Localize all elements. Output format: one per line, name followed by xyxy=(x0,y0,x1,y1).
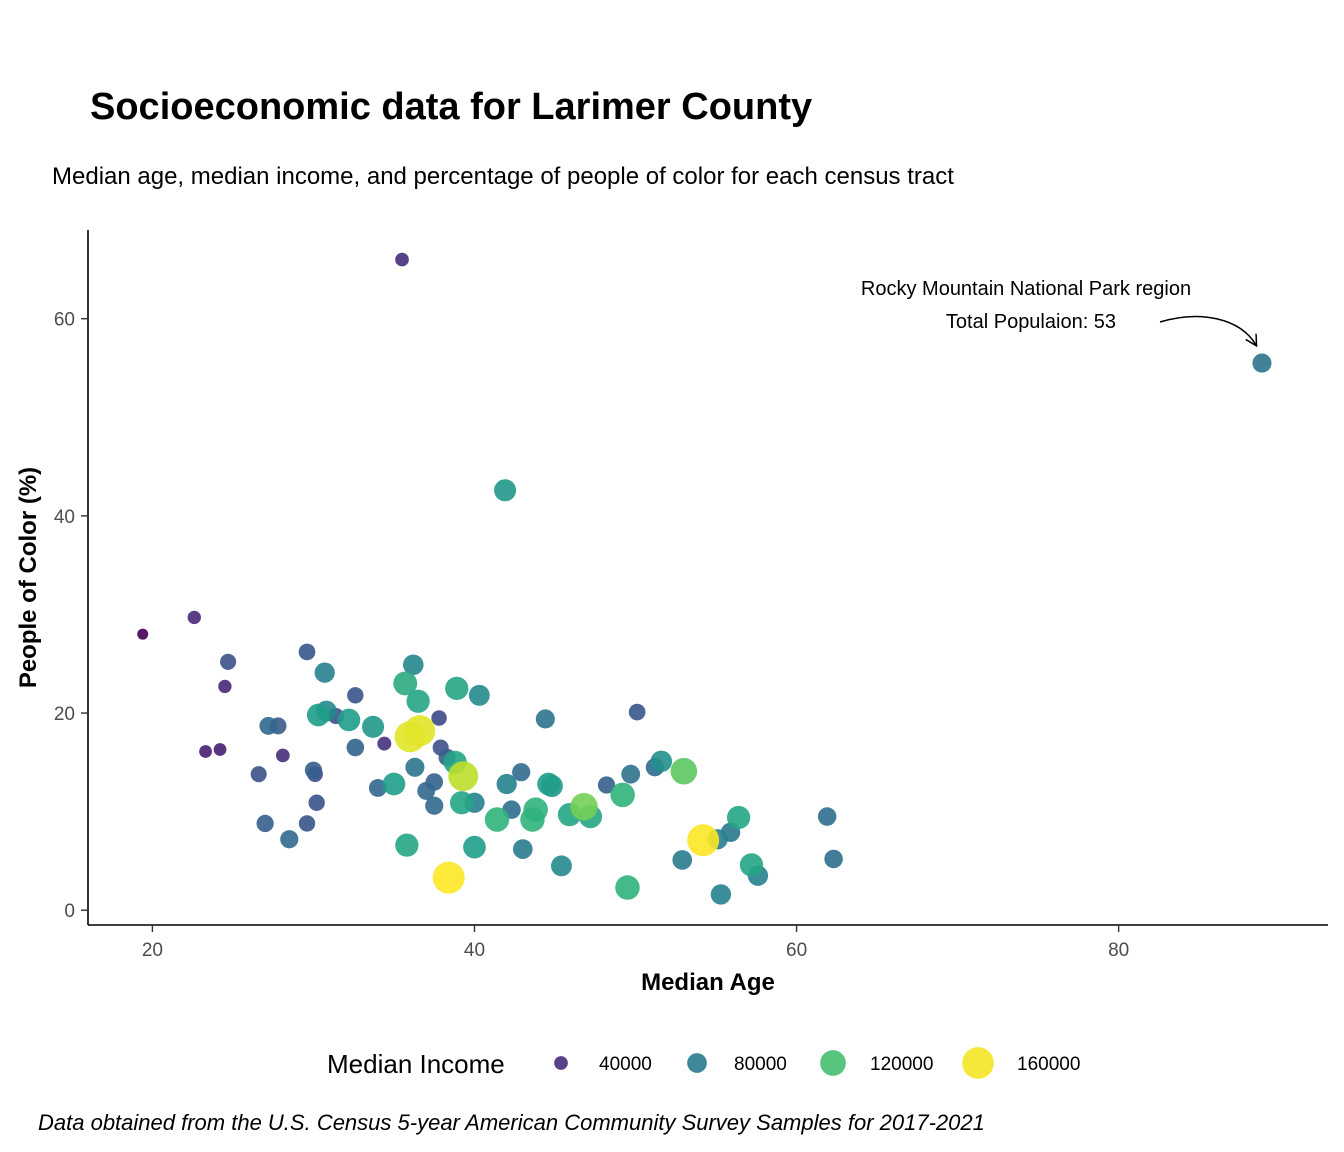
data-point xyxy=(445,676,469,701)
data-point xyxy=(213,743,227,756)
axes: 20 40 60 80 0 20 40 60 Median Age People of Color… xyxy=(15,230,1328,996)
data-point xyxy=(377,736,392,751)
data-point xyxy=(597,776,616,794)
data-point xyxy=(484,807,510,832)
data-point xyxy=(259,716,278,735)
data-point xyxy=(463,835,486,859)
data-point xyxy=(432,861,465,894)
data-point xyxy=(250,766,267,783)
data-point xyxy=(361,715,385,738)
y-axis-title: People of Color (%) xyxy=(15,467,42,688)
y-tick-label: 20 xyxy=(54,704,75,725)
data-point xyxy=(306,703,330,727)
data-point xyxy=(512,839,533,859)
y-tick-label: 60 xyxy=(54,310,75,331)
data-point xyxy=(137,628,149,640)
chart-title: Socioeconomic data for Larimer County xyxy=(90,86,813,128)
data-point xyxy=(337,708,361,732)
data-point xyxy=(395,833,419,857)
data-point xyxy=(523,797,548,822)
annotation: Rocky Mountain National Park region Tota… xyxy=(861,278,1256,345)
data-point xyxy=(406,689,430,713)
data-point xyxy=(346,738,365,757)
data-points xyxy=(137,252,1272,905)
data-point xyxy=(449,791,474,815)
data-point xyxy=(187,610,201,625)
data-point xyxy=(417,781,436,800)
data-point xyxy=(672,850,693,870)
data-point xyxy=(280,830,299,849)
legend-label: 120000 xyxy=(870,1054,933,1075)
data-point xyxy=(395,252,409,267)
legend-key xyxy=(554,1056,568,1070)
data-point xyxy=(393,671,418,696)
data-point xyxy=(218,679,232,694)
data-point xyxy=(570,792,598,821)
data-point xyxy=(368,779,387,797)
legend-key xyxy=(687,1053,707,1073)
data-point xyxy=(817,807,837,826)
data-point xyxy=(610,782,635,808)
data-point xyxy=(425,796,444,815)
annotation-line-1: Rocky Mountain National Park region xyxy=(861,278,1191,300)
data-point xyxy=(824,849,843,869)
legend-title: Median Income xyxy=(327,1049,505,1079)
data-point xyxy=(739,853,764,877)
data-point xyxy=(314,662,335,683)
x-axis-title: Median Age xyxy=(641,969,775,996)
legend-key xyxy=(820,1050,846,1076)
data-point xyxy=(448,761,479,792)
data-point xyxy=(512,763,531,782)
chart-caption: Data obtained from the U.S. Census 5-yea… xyxy=(38,1110,985,1135)
data-point xyxy=(431,710,447,726)
data-point xyxy=(535,709,555,729)
data-point xyxy=(199,745,212,758)
data-point xyxy=(276,748,290,763)
y-tick-label: 40 xyxy=(54,507,75,528)
data-point xyxy=(1252,353,1272,373)
data-point xyxy=(615,875,640,900)
data-point xyxy=(726,805,751,830)
legend-key xyxy=(962,1047,994,1079)
data-point xyxy=(710,884,732,905)
data-point xyxy=(551,855,572,877)
chart-subtitle: Median age, median income, and percentag… xyxy=(52,163,954,190)
legend-label: 160000 xyxy=(1017,1054,1080,1075)
data-point xyxy=(670,757,698,785)
data-point xyxy=(468,684,490,706)
data-point xyxy=(650,750,673,773)
x-tick-label: 40 xyxy=(464,940,485,961)
data-point xyxy=(404,715,436,747)
data-point xyxy=(347,687,364,704)
data-point xyxy=(298,643,316,661)
data-point xyxy=(405,757,425,777)
legend-label: 80000 xyxy=(734,1054,787,1075)
data-point xyxy=(220,653,237,670)
annotation-line-2: Total Populaion: 53 xyxy=(946,311,1116,333)
data-point xyxy=(628,703,646,721)
data-point xyxy=(382,772,406,796)
annotation-arrow xyxy=(1159,315,1256,345)
data-point xyxy=(494,479,517,502)
x-tick-label: 80 xyxy=(1108,940,1129,961)
data-point xyxy=(687,824,720,857)
x-tick-label: 60 xyxy=(786,940,807,961)
data-point xyxy=(256,814,274,833)
y-tick-label: 0 xyxy=(64,901,75,922)
data-point xyxy=(402,654,424,676)
data-point xyxy=(298,815,316,832)
legend: Median Income 40000 80000 120000 160000 xyxy=(327,1047,1080,1079)
data-point xyxy=(621,764,641,784)
data-point xyxy=(304,761,323,779)
data-point xyxy=(537,772,560,796)
data-point xyxy=(496,773,517,795)
x-tick-label: 20 xyxy=(142,940,163,961)
legend-label: 40000 xyxy=(599,1054,652,1075)
data-point xyxy=(308,794,325,811)
